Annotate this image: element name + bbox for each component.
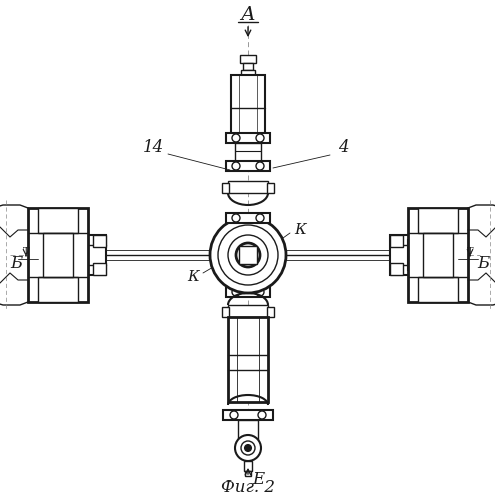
Circle shape (232, 134, 240, 142)
Bar (390, 235, 403, 247)
Bar (240, 55, 256, 63)
Text: К: К (294, 223, 306, 237)
Bar (245, 471, 251, 476)
Bar (86, 235, 106, 275)
Bar (243, 63, 253, 70)
Circle shape (235, 435, 261, 461)
Bar (228, 181, 268, 193)
Bar (408, 240, 423, 270)
Bar (241, 70, 255, 75)
Bar (226, 213, 270, 223)
Bar (222, 183, 229, 193)
Circle shape (230, 411, 238, 419)
Bar (43, 233, 73, 277)
Circle shape (245, 445, 251, 451)
Bar (408, 208, 468, 302)
Circle shape (256, 214, 264, 222)
Bar (418, 277, 458, 302)
Circle shape (232, 214, 240, 222)
Bar (238, 420, 258, 440)
Bar (390, 235, 410, 275)
Text: Т: Т (23, 246, 29, 256)
Circle shape (232, 288, 240, 296)
Bar (223, 410, 273, 420)
Text: Е: Е (252, 472, 264, 488)
Bar (228, 317, 268, 402)
Text: Фиг. 2: Фиг. 2 (221, 480, 275, 496)
Bar (235, 143, 261, 161)
Text: 4: 4 (338, 140, 348, 156)
Text: А: А (241, 6, 255, 24)
Bar (226, 133, 270, 143)
Bar (423, 233, 453, 277)
Text: Т: Т (467, 246, 473, 256)
Bar (267, 183, 274, 193)
Bar (73, 250, 81, 260)
Bar (415, 250, 423, 260)
Bar (267, 307, 274, 317)
Circle shape (228, 235, 268, 275)
Bar (228, 305, 268, 317)
Circle shape (232, 162, 240, 170)
Circle shape (256, 162, 264, 170)
Bar (390, 263, 403, 275)
Bar (226, 287, 270, 297)
Bar (93, 235, 106, 247)
Circle shape (241, 441, 255, 455)
Circle shape (256, 134, 264, 142)
Bar (38, 277, 78, 302)
Text: Б: Б (477, 254, 489, 272)
Circle shape (258, 411, 266, 419)
Bar (226, 161, 270, 171)
Circle shape (210, 217, 286, 293)
Bar (222, 307, 229, 317)
Bar (418, 208, 458, 233)
Bar (38, 208, 78, 233)
Bar (73, 240, 88, 270)
Circle shape (256, 288, 264, 296)
Bar (239, 246, 257, 264)
Text: Б: Б (10, 254, 22, 272)
Text: К: К (187, 270, 199, 284)
Bar (231, 75, 265, 135)
Bar (93, 263, 106, 275)
Bar (244, 461, 252, 471)
Circle shape (218, 225, 278, 285)
Circle shape (236, 243, 260, 267)
Bar (28, 208, 88, 302)
Text: 14: 14 (143, 140, 164, 156)
